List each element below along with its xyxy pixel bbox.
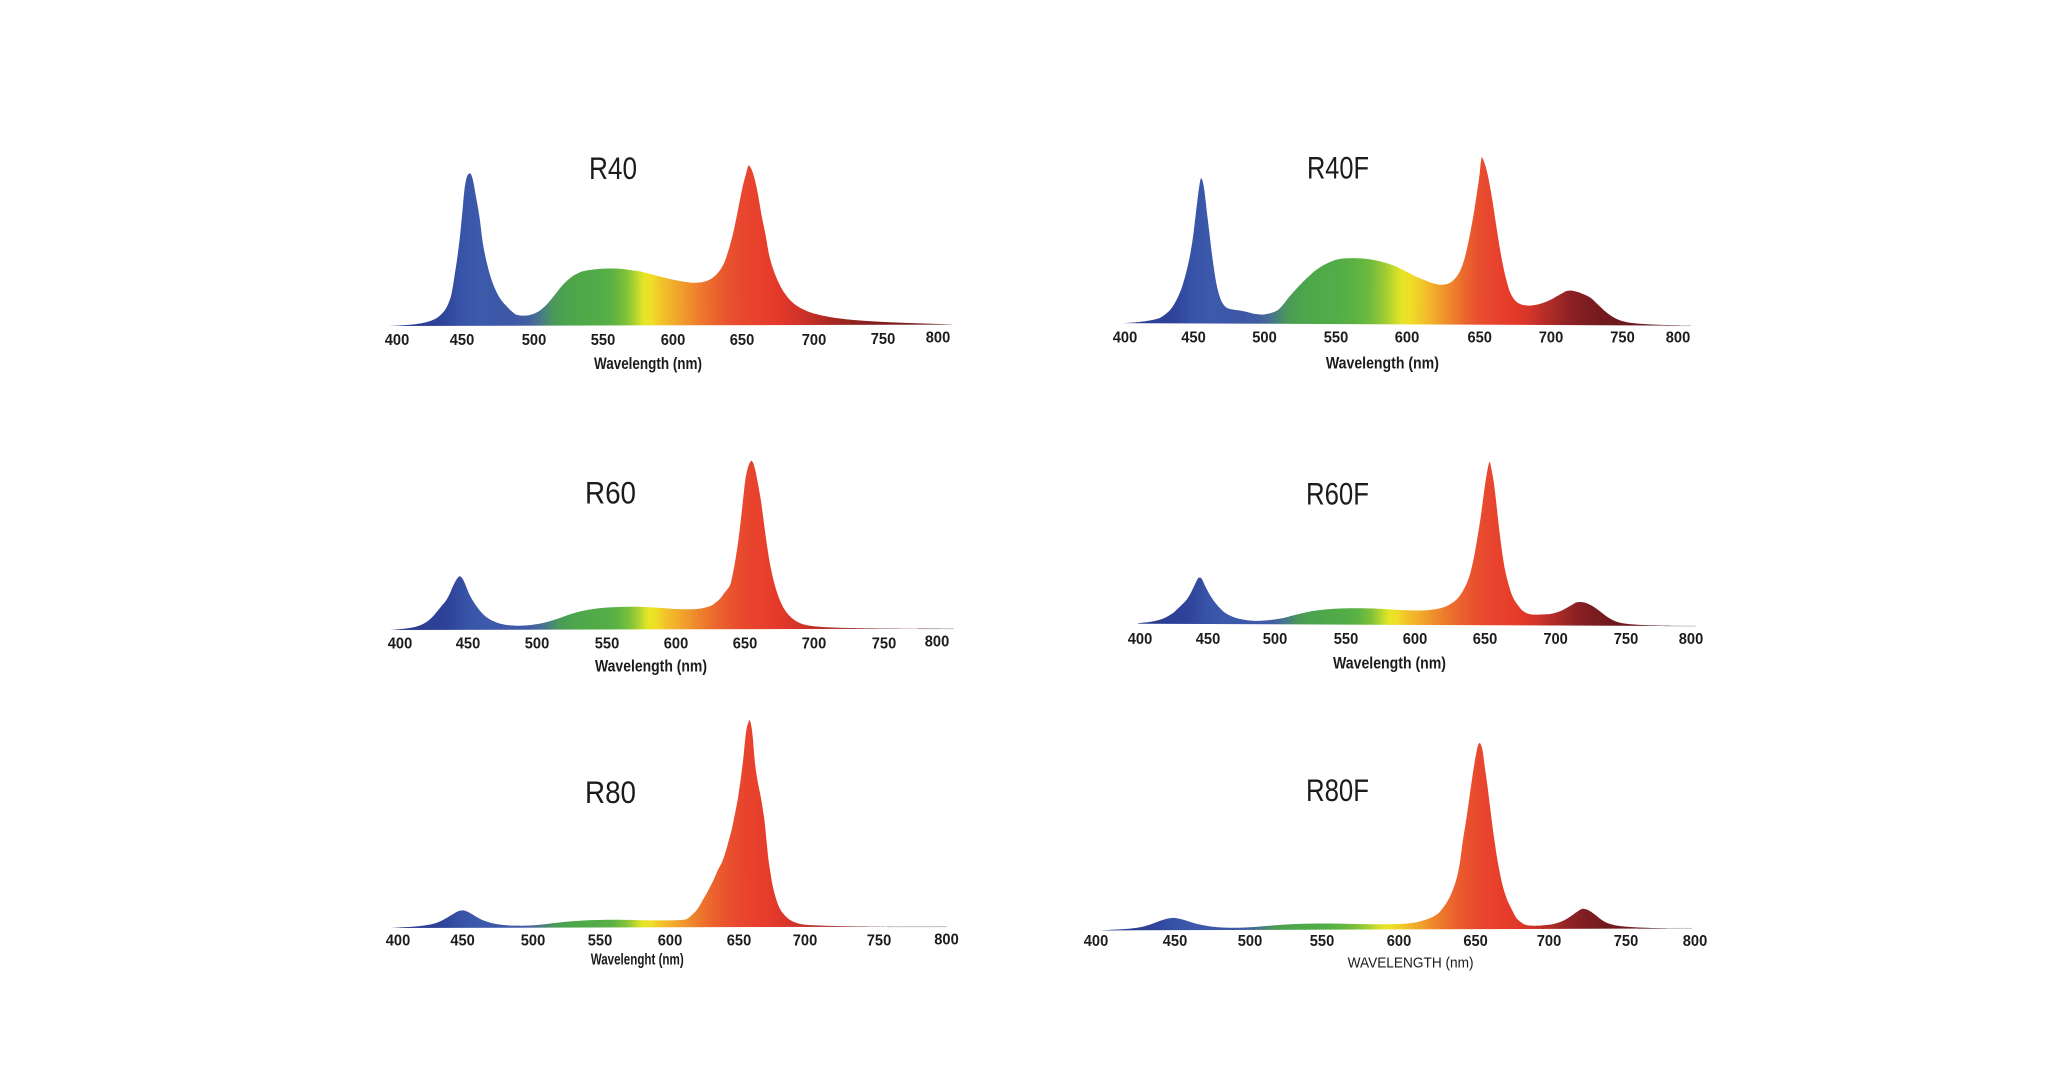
svg-text:700: 700 [1539,329,1564,346]
svg-text:Wavelength (nm): Wavelength (nm) [594,354,702,373]
svg-text:650: 650 [1467,329,1492,346]
svg-text:R60F: R60F [1306,476,1369,512]
svg-text:450: 450 [1181,329,1206,346]
svg-text:R40: R40 [589,150,637,186]
svg-text:400: 400 [1128,631,1153,648]
svg-text:400: 400 [386,932,411,949]
svg-text:700: 700 [802,332,827,349]
svg-text:800: 800 [1679,631,1704,648]
svg-text:800: 800 [1666,329,1691,346]
svg-text:400: 400 [1084,933,1109,950]
svg-text:650: 650 [1473,631,1498,648]
svg-text:650: 650 [1463,933,1488,950]
svg-text:R80F: R80F [1306,772,1369,808]
svg-text:650: 650 [727,932,752,949]
svg-text:R60: R60 [585,475,636,511]
svg-text:R40F: R40F [1307,149,1369,185]
svg-text:Wavelength (nm): Wavelength (nm) [1326,353,1439,372]
svg-text:700: 700 [802,635,827,652]
svg-text:700: 700 [1537,933,1562,950]
svg-text:WAVELENGTH (nm): WAVELENGTH (nm) [1348,956,1474,972]
svg-text:450: 450 [456,635,481,652]
svg-text:800: 800 [934,931,959,948]
svg-text:650: 650 [733,635,758,652]
svg-text:800: 800 [1683,933,1708,950]
svg-text:400: 400 [385,332,410,349]
svg-text:500: 500 [522,332,547,349]
svg-text:550: 550 [595,635,620,652]
svg-text:700: 700 [1543,631,1568,648]
svg-text:750: 750 [1614,933,1639,950]
svg-text:500: 500 [1263,631,1288,648]
svg-text:600: 600 [1403,631,1428,648]
svg-text:450: 450 [1196,631,1221,648]
svg-text:Wavelength (nm): Wavelength (nm) [595,656,707,675]
svg-text:600: 600 [658,932,683,949]
svg-text:550: 550 [588,932,613,949]
svg-text:500: 500 [1252,329,1277,346]
svg-text:550: 550 [1310,933,1335,950]
svg-text:600: 600 [1395,329,1420,346]
svg-text:550: 550 [1334,631,1359,648]
svg-text:700: 700 [793,932,818,949]
svg-text:600: 600 [1387,933,1412,950]
svg-text:R80: R80 [585,774,636,810]
svg-text:600: 600 [661,332,686,349]
svg-text:750: 750 [872,635,897,652]
svg-text:750: 750 [871,331,896,348]
svg-text:750: 750 [1614,631,1639,648]
svg-text:400: 400 [388,635,413,652]
svg-text:550: 550 [591,332,616,349]
svg-text:500: 500 [1238,933,1263,950]
svg-text:Wavelenght (nm): Wavelenght (nm) [591,952,684,969]
svg-text:Wavelength (nm): Wavelength (nm) [1333,653,1446,672]
svg-text:600: 600 [664,635,689,652]
svg-text:500: 500 [521,932,546,949]
svg-text:500: 500 [525,635,550,652]
svg-text:650: 650 [730,332,755,349]
svg-text:450: 450 [450,932,475,949]
svg-text:750: 750 [867,932,892,949]
svg-text:550: 550 [1324,329,1349,346]
svg-text:800: 800 [926,330,951,347]
svg-text:400: 400 [1113,329,1138,346]
svg-text:750: 750 [1610,329,1635,346]
svg-text:450: 450 [450,332,475,349]
svg-text:450: 450 [1163,933,1188,950]
svg-text:800: 800 [925,633,950,650]
